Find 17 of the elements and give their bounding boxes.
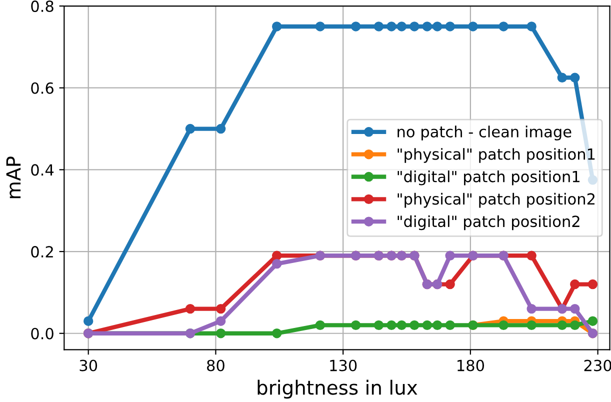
x-tick-label: 180 (458, 360, 484, 372)
y-tick-label: 0.2 (31, 246, 53, 258)
x-axis-title: brightness in lux (258, 380, 418, 399)
y-tick-label: 0.0 (31, 328, 54, 340)
y-tick-label: 0.4 (31, 164, 54, 176)
legend-label: "digital" patch position1 (398, 170, 580, 186)
y-tick-label: 0.6 (31, 82, 54, 94)
x-tick-label: 80 (207, 360, 224, 372)
legend-label: "digital" patch position2 (398, 215, 580, 230)
legend-label: no patch - clean image (398, 126, 572, 140)
legend-label: "physical" patch position2 (398, 192, 594, 208)
y-axis-title: mAP (6, 156, 21, 198)
y-tick-label: 0.8 (31, 0, 54, 12)
legend-label: "physical" patch position1 (398, 148, 595, 163)
x-tick-label: 130 (330, 360, 357, 372)
x-tick-label: 230 (584, 360, 611, 372)
x-tick-label: 30 (80, 360, 98, 372)
